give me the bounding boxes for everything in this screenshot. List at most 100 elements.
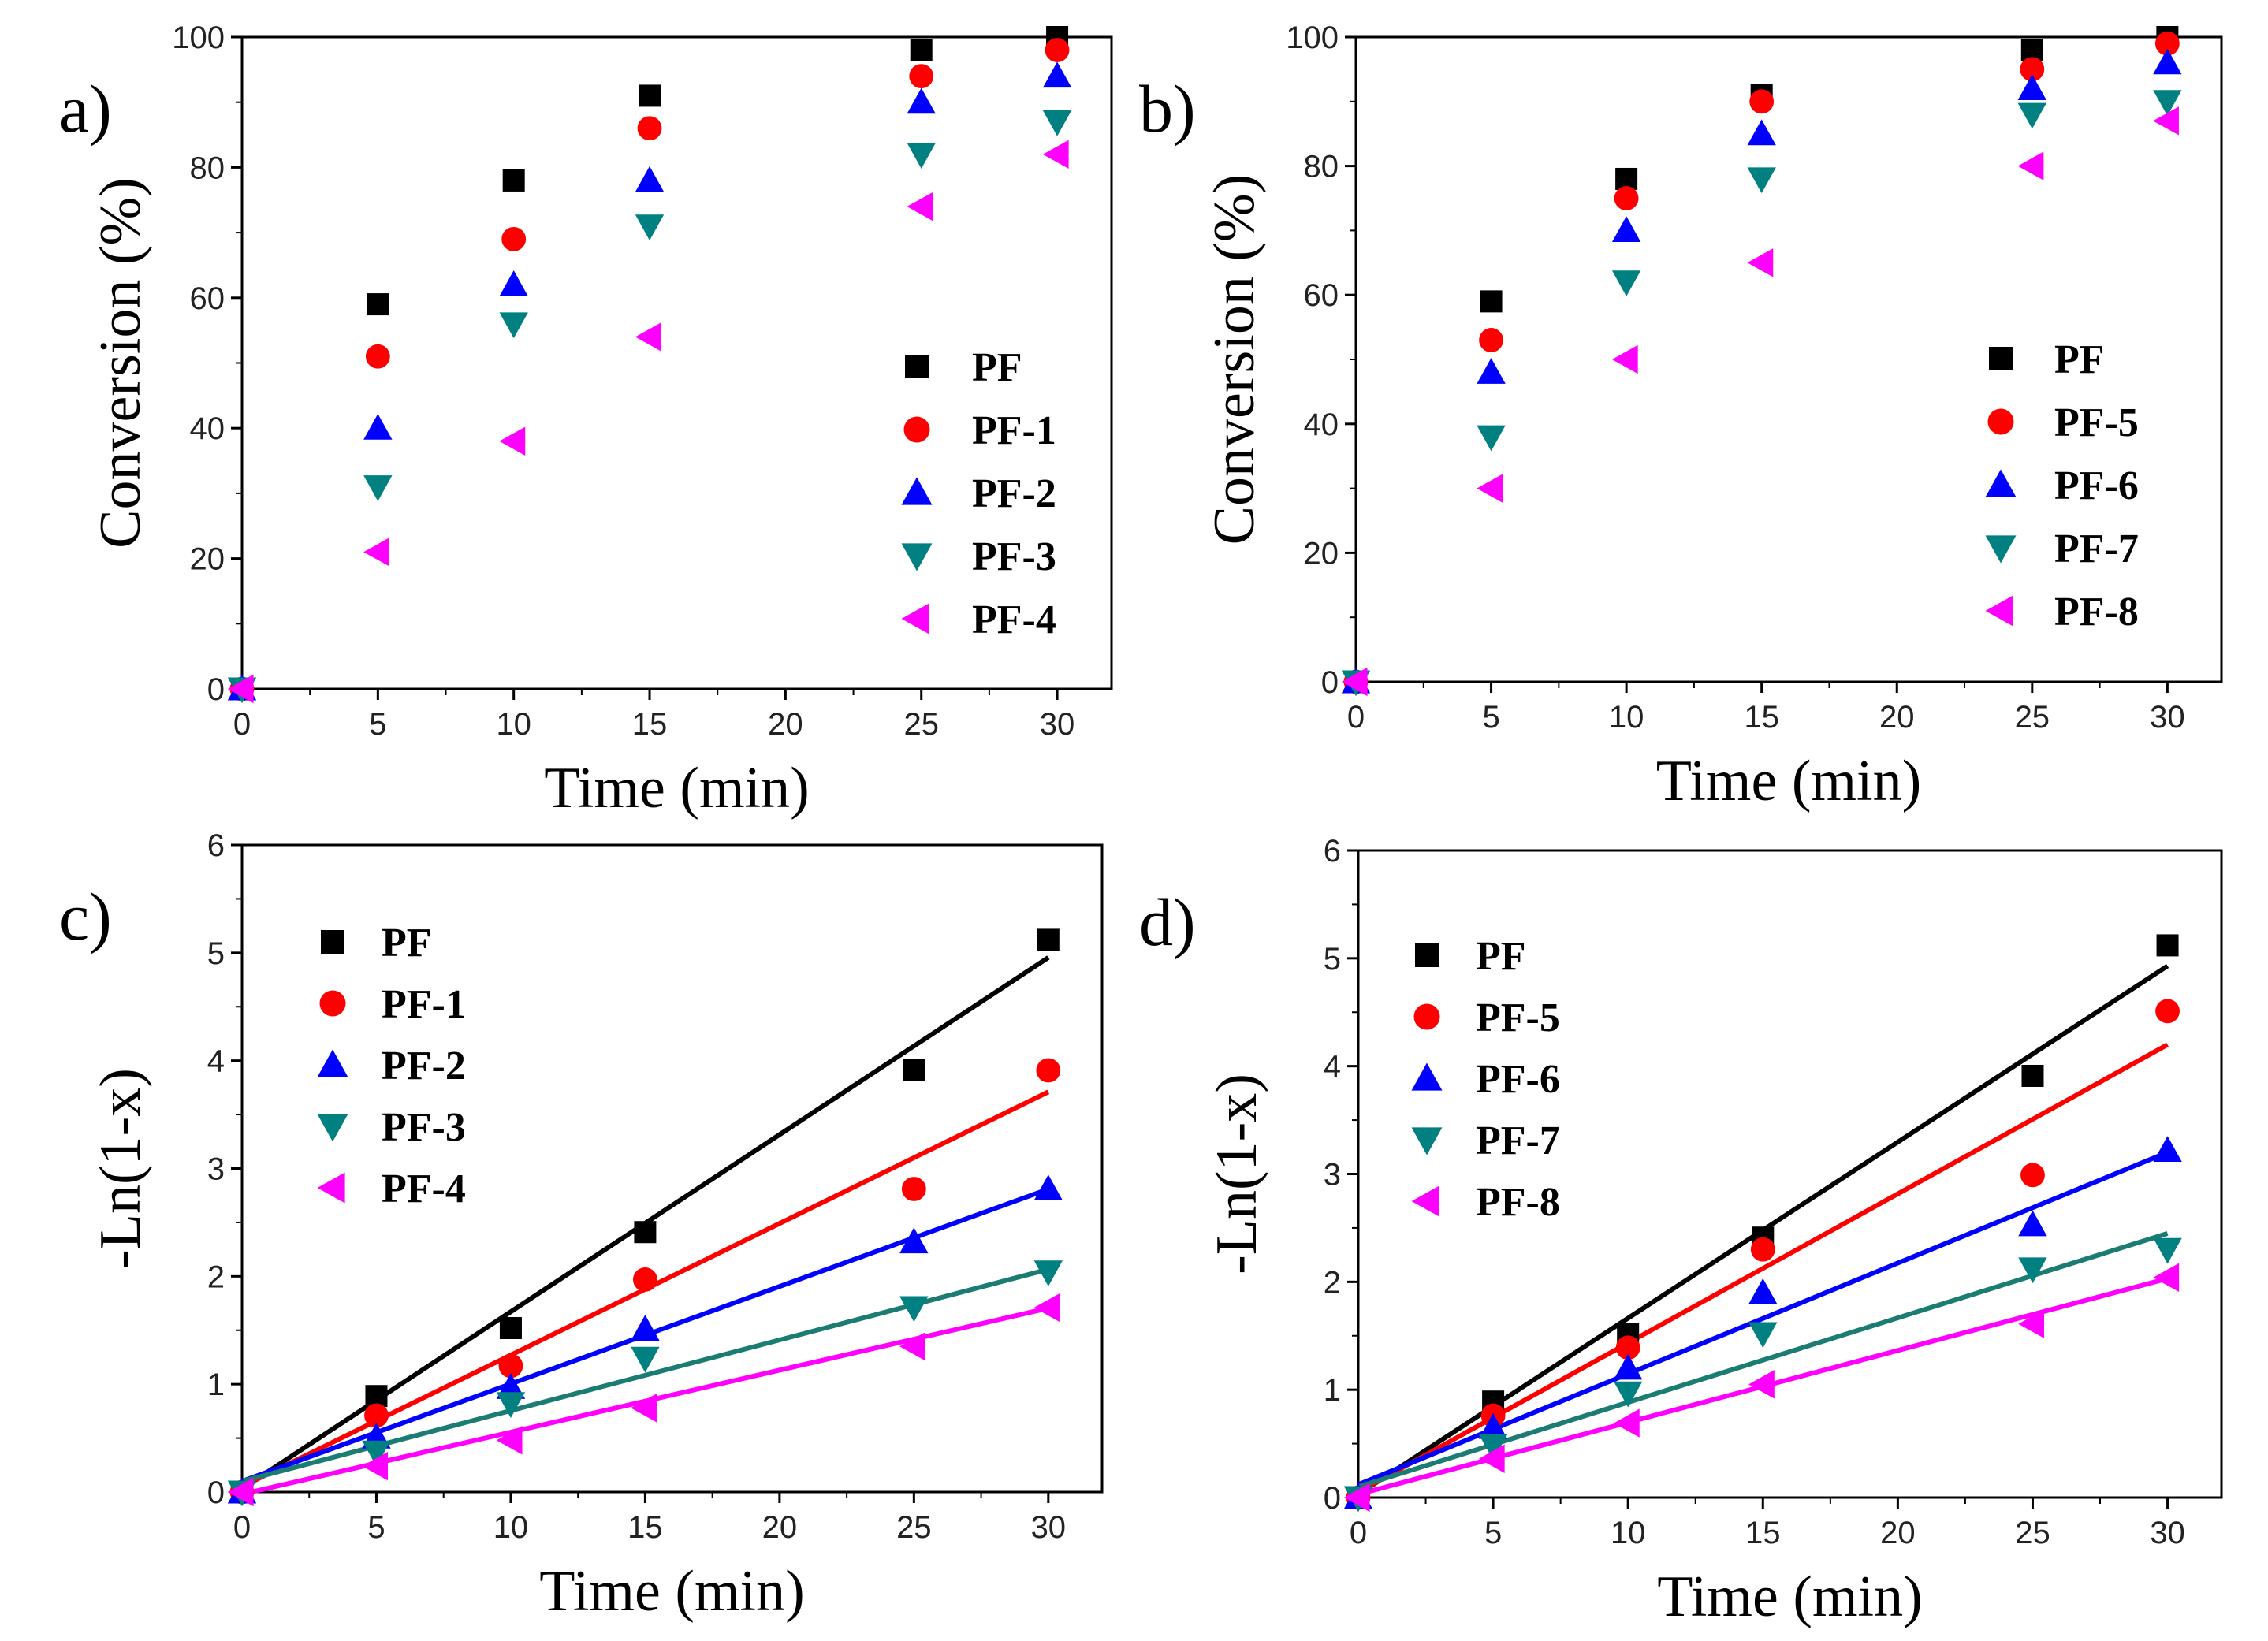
x-tick-label: 0 <box>1350 1516 1367 1550</box>
data-point-pf-3 <box>1033 1260 1063 1287</box>
legend-marker <box>317 1049 348 1077</box>
x-tick-label: 15 <box>1745 1516 1781 1550</box>
data-point-pf-1 <box>637 116 662 141</box>
y-tick-label: 40 <box>1304 407 1339 442</box>
data-point-pf <box>1037 928 1060 951</box>
legend-marker <box>1411 1062 1443 1091</box>
y-tick-label: 20 <box>190 542 225 577</box>
data-point-pf <box>639 84 661 107</box>
fit-line-pf-7 <box>1357 1231 2169 1490</box>
x-tick-label: 20 <box>1880 1516 1916 1550</box>
data-point-pf-7 <box>2153 90 2182 116</box>
legend: PF PF-1 PF-2 PF-3 PF-4 <box>317 921 466 1211</box>
panel-label: b) <box>1139 71 1196 147</box>
data-point-pf-5 <box>2020 57 2045 82</box>
data-point-pf-4 <box>907 192 933 221</box>
data-point-pf-5 <box>1750 1237 1775 1262</box>
data-point-pf-6 <box>2153 48 2182 75</box>
legend-marker <box>1985 469 2017 497</box>
legend-label: PF-3 <box>382 1105 466 1150</box>
data-point-pf-2 <box>499 270 528 296</box>
data-point-pf-3 <box>631 1346 660 1373</box>
data-point-pf-2 <box>363 414 393 440</box>
legend-label: PF-8 <box>2054 590 2139 634</box>
legend-label: PF-4 <box>382 1167 466 1211</box>
legend-label: PF-8 <box>1476 1180 1560 1225</box>
legend-label: PF-7 <box>2054 527 2139 571</box>
data-point-pf-1 <box>1045 38 1070 62</box>
data-point-pf-2 <box>631 1315 660 1341</box>
data-point-pf-3 <box>499 312 528 339</box>
legend-marker <box>1987 408 2014 435</box>
data-point-pf-5 <box>2155 999 2180 1024</box>
data-point-pf <box>2021 1064 2044 1087</box>
legend-label: PF-1 <box>972 408 1056 453</box>
data-point-pf-3 <box>635 214 665 241</box>
x-tick-label: 0 <box>1347 700 1365 735</box>
data-point-pf <box>499 1317 522 1340</box>
data-point-pf-7 <box>1611 270 1641 297</box>
data-point-pf-8 <box>1477 474 1503 503</box>
y-tick-label: 20 <box>1304 536 1339 571</box>
data-point-pf-5 <box>2154 31 2180 56</box>
data-point-pf-1 <box>1036 1058 1061 1083</box>
legend-marker <box>1415 943 1439 967</box>
data-point-pf-3 <box>362 1440 391 1467</box>
legend-marker <box>901 543 933 571</box>
legend-marker <box>1413 1003 1440 1030</box>
y-tick-label: 0 <box>1324 1481 1341 1516</box>
x-tick-label: 20 <box>762 1510 798 1545</box>
y-tick-label: 4 <box>207 1044 225 1079</box>
y-axis-title: Conversion (%) <box>1202 174 1267 545</box>
x-tick-label: 0 <box>233 1510 251 1545</box>
x-tick-label: 25 <box>2015 1516 2050 1550</box>
data-point-pf <box>1480 290 1503 313</box>
data-point-pf-4 <box>362 1451 389 1481</box>
data-point-pf-2 <box>1042 61 1072 88</box>
fit-line-pf-3 <box>241 1267 1049 1484</box>
y-tick-label: 6 <box>1324 834 1341 869</box>
chart-panel-4: 0 5 10 15 20 25 30 0 1 2 3 4 5 6 Time (min) -Ln(1-x) d) P… <box>1139 834 2223 1629</box>
y-tick-label: 5 <box>207 936 225 971</box>
data-point-pf-1 <box>364 1403 389 1428</box>
data-point-pf <box>367 293 389 316</box>
data-point-pf-1 <box>498 1353 523 1379</box>
y-tick-label: 1 <box>207 1368 225 1402</box>
x-tick-label: 5 <box>369 707 386 742</box>
data-point-pf-2 <box>1033 1174 1063 1201</box>
x-tick-label: 25 <box>896 1510 932 1545</box>
x-tick-label: 5 <box>367 1510 385 1545</box>
data-point-pf-4 <box>1042 140 1069 169</box>
legend-label: PF <box>972 345 1022 390</box>
legend-marker <box>1985 595 2013 627</box>
chart-panel-3: 0 5 10 15 20 25 30 0 1 2 3 4 5 6 Time (min) -Ln(1-x) c) P… <box>59 828 1104 1624</box>
data-point-pf-7 <box>1613 1381 1643 1408</box>
data-point-pf-4 <box>1033 1293 1060 1323</box>
data-point-pf-6 <box>1748 1278 1778 1304</box>
data-point-pf-5 <box>1614 186 1639 210</box>
legend-marker <box>1989 347 2013 370</box>
data-point-pf-7 <box>2017 102 2047 129</box>
data-point-pf-8 <box>1747 248 1774 277</box>
legend-label: PF <box>1476 934 1526 979</box>
data-point-pf-5 <box>1615 1335 1640 1360</box>
data-point-pf-6 <box>1478 1412 1508 1439</box>
x-axis-title: Time (min) <box>1657 1565 1922 1629</box>
data-point-pf-5 <box>1749 89 1775 114</box>
legend-label: PF <box>2054 337 2105 382</box>
y-axis-title: -Ln(1-x) <box>1205 1074 1269 1274</box>
legend: PF PF-5 PF-6 PF-7 PF-8 <box>1411 934 1560 1225</box>
data-point-pf-6 <box>1747 119 1776 146</box>
data-point-pf-3 <box>1042 110 1072 136</box>
x-tick-label: 0 <box>233 707 251 742</box>
legend-marker <box>321 930 344 954</box>
legend-marker <box>317 1114 348 1142</box>
x-tick-label: 30 <box>1040 707 1075 742</box>
x-axis-title: Time (min) <box>1656 749 1921 813</box>
legend-label: PF-2 <box>382 1044 466 1088</box>
panel-label: c) <box>59 879 112 954</box>
data-point-pf-4 <box>635 322 661 352</box>
data-point-pf-1 <box>365 344 390 369</box>
y-tick-label: 5 <box>1324 942 1341 977</box>
